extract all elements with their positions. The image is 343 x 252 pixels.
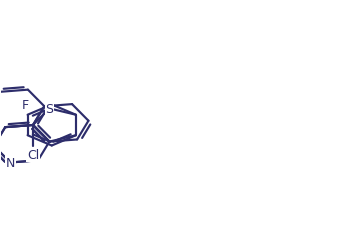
Text: N: N: [5, 156, 15, 169]
Text: S: S: [45, 103, 54, 115]
Text: Cl: Cl: [27, 148, 39, 161]
Text: F: F: [22, 99, 29, 112]
